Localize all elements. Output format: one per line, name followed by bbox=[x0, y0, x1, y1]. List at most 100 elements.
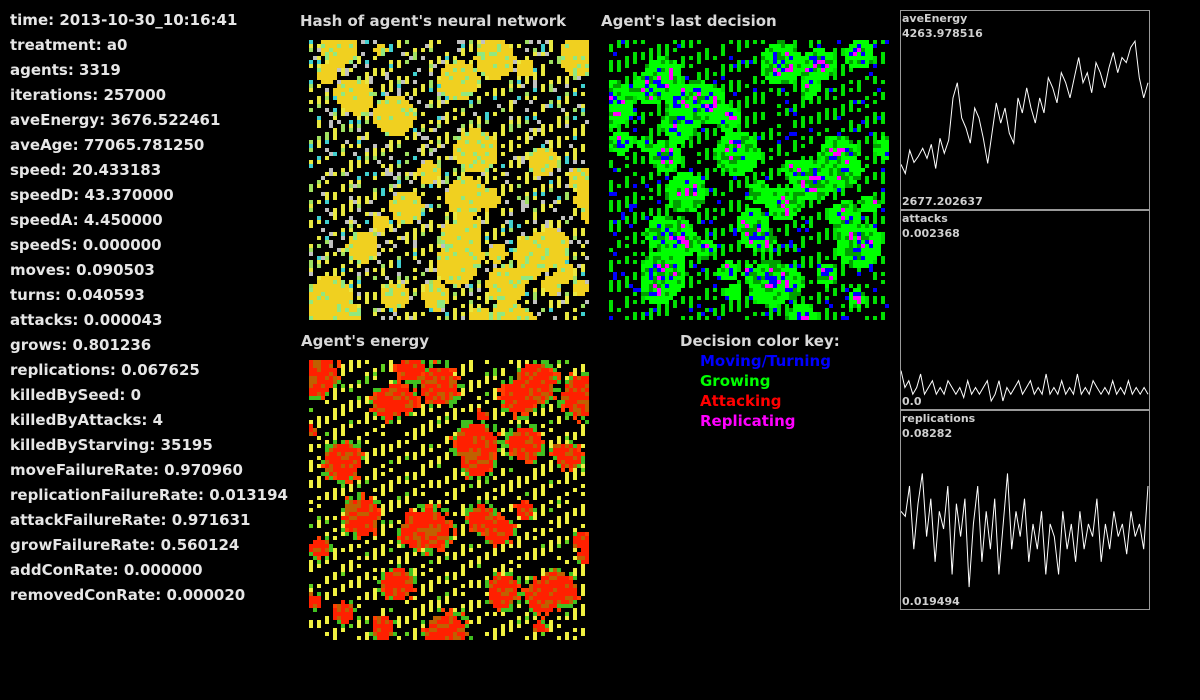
stat-killedByStarving: killedByStarving: 35195 bbox=[10, 436, 213, 454]
stat-value: 0.040593 bbox=[66, 286, 145, 304]
stat-value: 0.000000 bbox=[123, 561, 203, 579]
stat-name: speedA bbox=[10, 211, 73, 229]
energy-map bbox=[309, 360, 591, 642]
stat-name: speedS bbox=[10, 236, 72, 254]
stat-value: 4 bbox=[152, 411, 164, 429]
stat-name: killedByStarving bbox=[10, 436, 150, 454]
stat-name: aveAge bbox=[10, 136, 73, 154]
stats-list: time: 2013-10-30_10:16:41 treatment: a0 ag… bbox=[10, 8, 295, 608]
decision-map bbox=[609, 40, 891, 322]
stat-killedByAttacks: killedByAttacks: 4 bbox=[10, 411, 164, 429]
stat-aveEnergy: aveEnergy: 3676.522461 bbox=[10, 111, 221, 129]
stat-value: 0.000000 bbox=[82, 236, 162, 254]
stat-name: killedByAttacks bbox=[10, 411, 142, 429]
stat-addConRate: addConRate: 0.000000 bbox=[10, 561, 203, 579]
stat-moveFailureRate: moveFailureRate: 0.970960 bbox=[10, 461, 243, 479]
stat-value: 0.090503 bbox=[76, 261, 155, 279]
ave-energy-line-plot bbox=[901, 39, 1149, 176]
stat-value: 3676.522461 bbox=[110, 111, 221, 129]
graph-max-label: 0.08282 bbox=[902, 427, 953, 440]
stat-moves: moves: 0.090503 bbox=[10, 261, 155, 279]
stat-grows: grows: 0.801236 bbox=[10, 336, 152, 354]
stat-value: 0 bbox=[130, 386, 142, 404]
stat-value: 20.433183 bbox=[71, 161, 162, 179]
neural-hash-map bbox=[309, 40, 591, 322]
stat-attacks: attacks: 0.000043 bbox=[10, 311, 163, 329]
stat-value: 257000 bbox=[103, 86, 167, 104]
stat-value: 0.560124 bbox=[160, 536, 240, 554]
graph-title: replications bbox=[902, 412, 976, 425]
stat-turns: turns: 0.040593 bbox=[10, 286, 145, 304]
attacks-line-plot bbox=[901, 370, 1149, 403]
stat-iterations: iterations: 257000 bbox=[10, 86, 167, 104]
stat-agents: agents: 3319 bbox=[10, 61, 121, 79]
hash-panel-title: Hash of agent's neural network bbox=[300, 12, 567, 30]
stat-value: 43.370000 bbox=[84, 186, 174, 204]
stat-speedD: speedD: 43.370000 bbox=[10, 186, 174, 204]
stat-name: growFailureRate bbox=[10, 536, 150, 554]
stat-killedBySeed: killedBySeed: 0 bbox=[10, 386, 142, 404]
key-item: Moving/Turning bbox=[700, 352, 831, 370]
decision-color-key: Decision color key: Moving/Turning Growin… bbox=[680, 331, 840, 431]
stat-value: 77065.781250 bbox=[83, 136, 205, 154]
stat-value: 3319 bbox=[79, 61, 121, 79]
series-line bbox=[901, 39, 1149, 176]
graph-max-label: 4263.978516 bbox=[902, 27, 983, 40]
stat-value: 0.000043 bbox=[83, 311, 163, 329]
stat-speed: speed: 20.433183 bbox=[10, 161, 162, 179]
stat-name: iterations bbox=[10, 86, 93, 104]
stat-name: agents bbox=[10, 61, 68, 79]
stat-name: treatment bbox=[10, 36, 96, 54]
replications-line-plot bbox=[901, 473, 1149, 588]
key-item: Replicating bbox=[700, 412, 796, 430]
graph-min-label: 2677.202637 bbox=[902, 195, 983, 208]
graph-title: aveEnergy bbox=[902, 12, 968, 25]
series-line bbox=[901, 370, 1149, 403]
stat-value: 35195 bbox=[160, 436, 213, 454]
stat-value: 0.971631 bbox=[171, 511, 251, 529]
stat-name: turns bbox=[10, 286, 55, 304]
graph-attacks: attacks 0.002368 0.0 bbox=[900, 210, 1150, 410]
graph-max-label: 0.002368 bbox=[902, 227, 960, 240]
stat-name: speedD bbox=[10, 186, 74, 204]
stat-name: attacks bbox=[10, 311, 73, 329]
stat-speedA: speedA: 4.450000 bbox=[10, 211, 163, 229]
stat-name: moveFailureRate bbox=[10, 461, 153, 479]
stat-name: grows bbox=[10, 336, 62, 354]
decision-panel-title: Agent's last decision bbox=[601, 12, 777, 30]
stat-value: a0 bbox=[106, 36, 128, 54]
stat-name: killedBySeed bbox=[10, 386, 120, 404]
stat-name: aveEnergy bbox=[10, 111, 100, 129]
stat-name: time bbox=[10, 11, 49, 29]
graph-min-label: 0.019494 bbox=[902, 595, 960, 608]
stat-replicationFailureRate: replicationFailureRate: 0.013194 bbox=[10, 486, 288, 504]
stat-value: 0.000020 bbox=[166, 586, 246, 604]
stat-aveAge: aveAge: 77065.781250 bbox=[10, 136, 205, 154]
graph-title: attacks bbox=[902, 212, 948, 225]
stat-name: removedConRate bbox=[10, 586, 156, 604]
stat-name: addConRate bbox=[10, 561, 113, 579]
stat-value: 0.801236 bbox=[72, 336, 152, 354]
stat-name: replications bbox=[10, 361, 110, 379]
stat-name: replicationFailureRate bbox=[10, 486, 198, 504]
stat-name: attackFailureRate bbox=[10, 511, 161, 529]
stat-attackFailureRate: attackFailureRate: 0.971631 bbox=[10, 511, 251, 529]
energy-panel-title: Agent's energy bbox=[301, 332, 430, 350]
stat-value: 0.067625 bbox=[121, 361, 200, 379]
key-title: Decision color key: bbox=[680, 332, 840, 350]
stat-replications: replications: 0.067625 bbox=[10, 361, 200, 379]
stat-value: 4.450000 bbox=[83, 211, 163, 229]
stat-name: moves bbox=[10, 261, 65, 279]
stat-name: speed bbox=[10, 161, 61, 179]
graph-ave-energy: aveEnergy 4263.978516 2677.202637 bbox=[900, 10, 1150, 210]
graph-replications: replications 0.08282 0.019494 bbox=[900, 410, 1150, 610]
stat-removedConRate: removedConRate: 0.000020 bbox=[10, 586, 246, 604]
stat-treatment: treatment: a0 bbox=[10, 36, 128, 54]
stat-value: 2013-10-30_10:16:41 bbox=[59, 11, 238, 29]
stat-time: time: 2013-10-30_10:16:41 bbox=[10, 11, 238, 29]
series-line bbox=[901, 473, 1149, 588]
graph-min-label: 0.0 bbox=[902, 395, 922, 408]
stat-growFailureRate: growFailureRate: 0.560124 bbox=[10, 536, 240, 554]
key-item: Attacking bbox=[700, 392, 782, 410]
stat-value: 0.013194 bbox=[209, 486, 288, 504]
